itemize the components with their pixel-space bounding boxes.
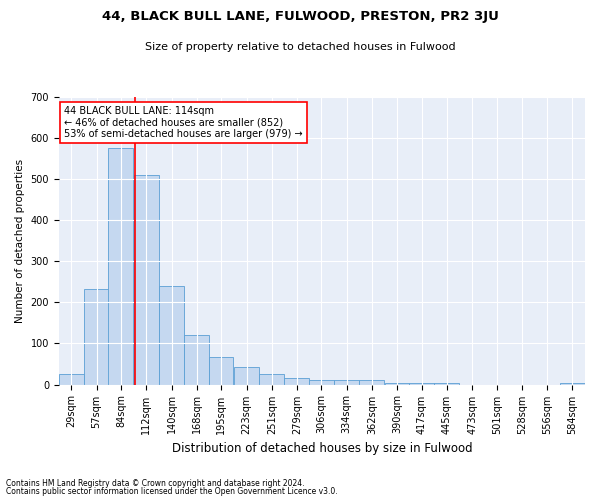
Bar bbox=[109, 148, 133, 384]
Bar bbox=[209, 356, 233, 384]
Bar bbox=[309, 380, 334, 384]
Text: 44, BLACK BULL LANE, FULWOOD, PRESTON, PR2 3JU: 44, BLACK BULL LANE, FULWOOD, PRESTON, P… bbox=[101, 10, 499, 23]
X-axis label: Distribution of detached houses by size in Fulwood: Distribution of detached houses by size … bbox=[172, 442, 472, 455]
Bar bbox=[284, 378, 309, 384]
Text: Contains HM Land Registry data © Crown copyright and database right 2024.: Contains HM Land Registry data © Crown c… bbox=[6, 478, 305, 488]
Bar bbox=[385, 382, 409, 384]
Bar bbox=[560, 382, 584, 384]
Bar bbox=[259, 374, 284, 384]
Bar bbox=[234, 368, 259, 384]
Bar bbox=[84, 290, 109, 384]
Bar bbox=[409, 382, 434, 384]
Y-axis label: Number of detached properties: Number of detached properties bbox=[15, 158, 25, 323]
Bar bbox=[59, 374, 83, 384]
Bar bbox=[159, 286, 184, 384]
Text: Size of property relative to detached houses in Fulwood: Size of property relative to detached ho… bbox=[145, 42, 455, 52]
Text: 44 BLACK BULL LANE: 114sqm
← 46% of detached houses are smaller (852)
53% of sem: 44 BLACK BULL LANE: 114sqm ← 46% of deta… bbox=[64, 106, 302, 139]
Bar bbox=[434, 382, 459, 384]
Bar bbox=[334, 380, 359, 384]
Bar bbox=[134, 175, 158, 384]
Bar bbox=[359, 380, 384, 384]
Text: Contains public sector information licensed under the Open Government Licence v3: Contains public sector information licen… bbox=[6, 487, 338, 496]
Bar bbox=[184, 336, 209, 384]
